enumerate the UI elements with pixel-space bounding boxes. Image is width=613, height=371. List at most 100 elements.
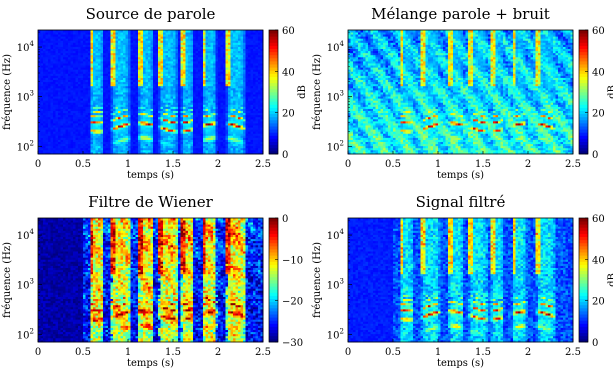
heatmap-cell (73, 73, 76, 76)
heatmap-cell (105, 102, 109, 105)
heatmap-cell (85, 98, 89, 101)
heatmap-cell (163, 100, 166, 103)
heatmap-cell (58, 98, 61, 101)
heatmap-cell (168, 145, 171, 149)
heatmap-cell (38, 135, 41, 138)
heatmap-cell (58, 106, 61, 109)
heatmap-cell (53, 65, 56, 68)
heatmap-cell (93, 151, 96, 155)
heatmap-cell (135, 98, 139, 101)
heatmap-cell (113, 149, 116, 153)
heatmap-cell (133, 127, 136, 130)
heatmap-cell (103, 87, 106, 91)
heatmap-cell (153, 48, 156, 52)
heatmap-cell (170, 104, 174, 107)
heatmap-cell (153, 129, 156, 132)
heatmap-cell (68, 149, 71, 153)
heatmap-cell (85, 46, 89, 49)
heatmap-cell (78, 73, 81, 76)
heatmap-cell (63, 94, 66, 97)
heatmap-cell (100, 56, 104, 60)
heatmap-cell (153, 36, 156, 39)
heatmap-cell (158, 106, 161, 109)
heatmap-cell (168, 50, 171, 54)
heatmap-cell (165, 143, 169, 147)
heatmap-cell (105, 73, 109, 76)
heatmap-cell (155, 85, 159, 89)
heatmap-cell (45, 94, 49, 97)
heatmap-cell (180, 106, 184, 109)
heatmap-cell (168, 94, 171, 97)
heatmap-cell (113, 141, 116, 145)
heatmap-cell (133, 71, 136, 74)
heatmap-cell (103, 54, 106, 58)
heatmap-cell (118, 73, 121, 76)
heatmap-cell (178, 139, 181, 142)
heatmap-cell (53, 48, 56, 52)
heatmap-cell (160, 108, 164, 111)
heatmap-cell (100, 143, 104, 147)
heatmap-cell (168, 135, 171, 138)
heatmap-cell (55, 81, 59, 85)
heatmap-cell (105, 145, 109, 149)
heatmap-cell (135, 120, 139, 124)
heatmap-cell (145, 46, 149, 49)
heatmap-cell (190, 56, 194, 60)
heatmap-cell (123, 100, 126, 103)
heatmap-cell (103, 131, 106, 134)
heatmap-cell (70, 67, 74, 70)
heatmap-cell (58, 102, 61, 105)
heatmap-cell (173, 52, 176, 56)
heatmap-cell (43, 118, 46, 122)
heatmap-cell (188, 110, 191, 114)
heatmap-cell (75, 94, 79, 97)
heatmap-cell (160, 110, 164, 114)
heatmap-cell (95, 52, 99, 56)
heatmap-cell (103, 137, 106, 140)
heatmap-cell (98, 69, 101, 72)
heatmap-cell (130, 79, 134, 83)
heatmap-cell (123, 77, 126, 80)
heatmap-cell (38, 114, 41, 118)
heatmap-cell (175, 79, 179, 83)
heatmap-cell (190, 61, 194, 64)
heatmap-cell (148, 125, 151, 128)
heatmap-cell (135, 75, 139, 78)
heatmap-cell (80, 127, 84, 130)
heatmap-cell (128, 83, 131, 87)
heatmap-cell (48, 44, 51, 47)
heatmap-cell (125, 127, 129, 130)
heatmap-cell (178, 120, 181, 124)
heatmap-cell (128, 42, 131, 45)
heatmap-cell (140, 137, 144, 140)
heatmap-cell (108, 85, 111, 89)
heatmap-cell (110, 131, 114, 134)
heatmap-cell (185, 120, 189, 124)
heatmap-cell (110, 118, 114, 122)
heatmap-cell (83, 125, 86, 128)
heatmap-cell (83, 137, 86, 140)
heatmap-cell (55, 42, 59, 45)
heatmap-cell (143, 151, 146, 155)
heatmap-cell (125, 106, 129, 109)
heatmap-cell (148, 94, 151, 97)
heatmap-cell (118, 127, 121, 130)
heatmap-cell (178, 98, 181, 101)
heatmap-cell (45, 145, 49, 149)
heatmap-cell (168, 127, 171, 130)
heatmap-cell (55, 85, 59, 89)
heatmap-cell (103, 48, 106, 52)
heatmap-cell (53, 58, 56, 62)
heatmap-cell (175, 44, 179, 47)
heatmap-cell (88, 133, 91, 136)
heatmap-cell (60, 92, 64, 95)
heatmap-cell (80, 58, 84, 62)
heatmap-cell (100, 89, 104, 93)
heatmap-cell (78, 89, 81, 93)
heatmap-cell (65, 104, 69, 107)
heatmap-cell (178, 73, 181, 76)
heatmap-cell (45, 104, 49, 107)
heatmap-cell (108, 92, 111, 95)
heatmap-cell (120, 102, 124, 105)
heatmap-cell (128, 131, 131, 134)
